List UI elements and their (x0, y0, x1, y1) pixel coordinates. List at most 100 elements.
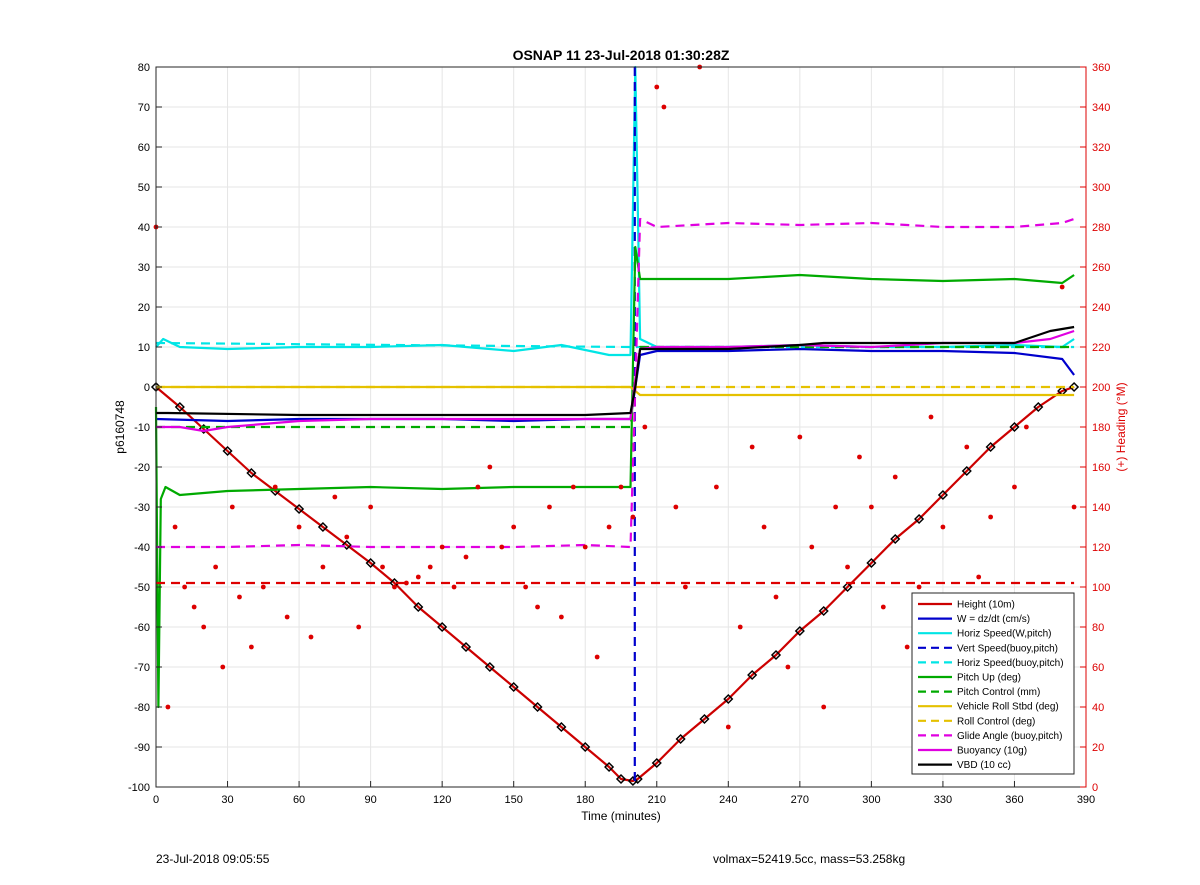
x-axis-label: Time (minutes) (581, 809, 661, 823)
y2-tick-label: 260 (1092, 262, 1110, 274)
heading-point (594, 654, 600, 660)
heading-point (857, 454, 862, 460)
heading-point (380, 564, 385, 570)
y-tick-label: 60 (138, 142, 150, 154)
height-marker (723, 693, 734, 705)
heading-point (916, 584, 922, 590)
heading-point (332, 494, 338, 500)
heading-point (988, 514, 994, 520)
x-tick-label: 180 (576, 794, 594, 806)
heading-point (845, 564, 850, 570)
x-tick-label: 360 (1005, 794, 1023, 806)
height-marker (508, 681, 519, 693)
height-marker (317, 521, 328, 533)
heading-point (940, 524, 946, 530)
series-horiz-speed-w-pitch (155, 65, 1075, 357)
footer-timestamp: 23-Jul-2018 09:05:55 (156, 852, 270, 866)
heading-point (809, 544, 815, 550)
heading-point (725, 724, 731, 730)
y2-tick-label: 240 (1092, 302, 1110, 314)
heading-point (392, 584, 397, 590)
y2-tick-label: 320 (1092, 142, 1110, 154)
y-tick-label: 50 (138, 182, 150, 194)
y-tick-label: 70 (138, 102, 150, 114)
y-tick-label: -30 (134, 502, 150, 514)
x-tick-label: 330 (934, 794, 952, 806)
y-axis-label: p6160748 (113, 400, 127, 454)
x-tick-label: 30 (221, 794, 233, 806)
y-tick-label: -80 (134, 702, 150, 714)
height-marker (818, 605, 829, 617)
y-tick-label: 40 (138, 222, 150, 234)
series-pitch-up-deg (154, 245, 1075, 709)
height-marker (174, 401, 185, 413)
heading-point (821, 704, 827, 710)
height-marker (794, 625, 805, 637)
x-tick-label: 390 (1077, 794, 1095, 806)
height-marker (914, 513, 925, 525)
heading-point (1012, 484, 1017, 490)
axes: 0 30 60 90 120 150 180 210 240 270 300 330 360 390-10… (128, 62, 1110, 806)
height-marker (484, 661, 495, 673)
height-marker (985, 441, 996, 453)
y2-axis-label: (+) Heading (°M) (1114, 382, 1128, 471)
legend-label: Buoyancy (10g) (957, 746, 1027, 757)
heading-point (558, 614, 564, 620)
heading-point (749, 444, 755, 450)
x-tick-label: 60 (293, 794, 305, 806)
x-tick-label: 210 (648, 794, 666, 806)
y-tick-label: -100 (128, 782, 150, 794)
y-tick-label: 80 (138, 62, 150, 74)
heading-point (427, 564, 433, 570)
heading-point (642, 424, 648, 430)
y2-tick-label: 340 (1092, 102, 1110, 114)
heading-point (737, 624, 743, 630)
height-marker (747, 669, 758, 681)
heading-point (773, 594, 779, 600)
heading-point (260, 584, 266, 590)
heading-point (570, 484, 576, 490)
series-layer (150, 64, 1080, 787)
y2-tick-label: 160 (1092, 462, 1110, 474)
series-vbd-10-cc (156, 325, 1075, 417)
y2-tick-label: 300 (1092, 182, 1110, 194)
heading-point (237, 594, 242, 600)
heading-point (201, 624, 207, 630)
height-marker (604, 761, 615, 773)
heading-point (673, 504, 679, 510)
legend-box (911, 592, 1075, 775)
y2-tick-label: 20 (1092, 742, 1104, 754)
heading-point (165, 704, 171, 710)
heading-point (172, 524, 178, 530)
y-tick-label: 30 (138, 262, 150, 274)
legend-label: Pitch Up (deg) (957, 673, 1021, 684)
height-marker (961, 465, 972, 477)
heading-point (229, 504, 235, 510)
heading-point (761, 524, 767, 530)
heading-point (797, 434, 803, 440)
y2-tick-label: 280 (1092, 222, 1110, 234)
height-marker (1069, 381, 1080, 393)
x-tick-label: 300 (862, 794, 880, 806)
height-marker (937, 489, 948, 501)
heading-point (868, 504, 874, 510)
y2-tick-label: 0 (1092, 782, 1098, 794)
height-marker (365, 557, 376, 569)
y2-tick-label: 140 (1092, 502, 1110, 514)
heading-point (833, 504, 839, 510)
heading-point (880, 604, 886, 610)
heading-point (682, 584, 688, 590)
heading-point (296, 524, 302, 530)
y2-tick-label: 60 (1092, 662, 1104, 674)
y2-tick-label: 360 (1092, 62, 1110, 74)
y-tick-label: -50 (134, 582, 150, 594)
height-marker (770, 649, 782, 661)
y2-tick-label: 80 (1092, 622, 1104, 634)
legend-label: Roll Control (deg) (957, 716, 1035, 727)
heading-point (713, 484, 719, 490)
legend-label: Vert Speed(buoy,pitch) (957, 643, 1058, 654)
heading-point (415, 574, 421, 580)
height-marker (580, 741, 591, 753)
heading-point (606, 524, 612, 530)
